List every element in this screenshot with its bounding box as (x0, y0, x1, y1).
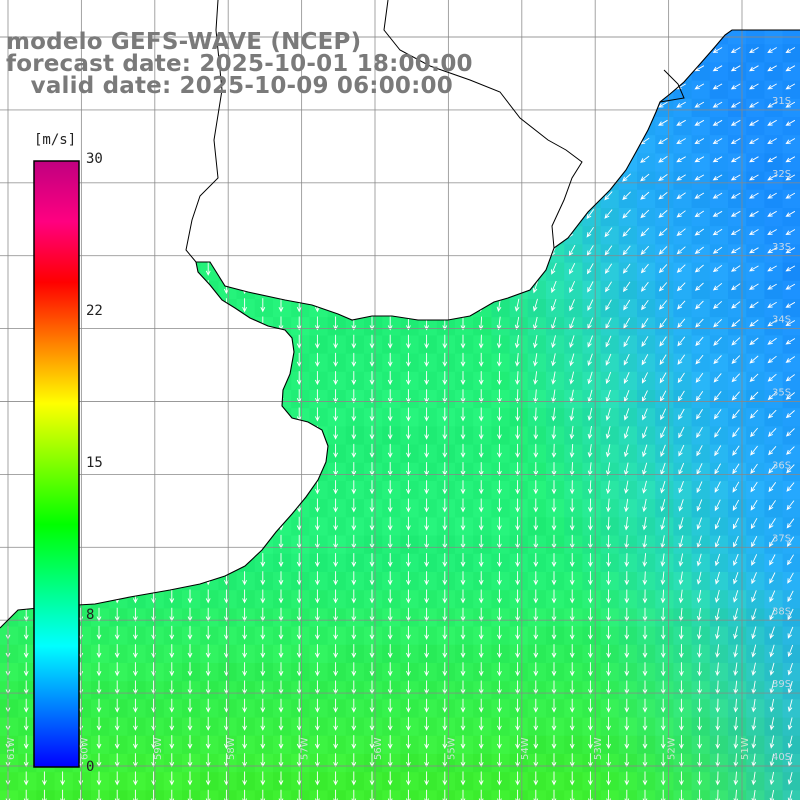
colorbar-gradient (33, 160, 80, 768)
lat-label: 39S (772, 679, 791, 690)
lon-label: 60W (79, 737, 90, 760)
title-model: modelo GEFS-WAVE (NCEP) (6, 29, 362, 55)
colorbar-tick-30: 30 (86, 151, 103, 167)
colorbar-tick-15: 15 (86, 455, 103, 471)
lon-label: 55W (446, 737, 457, 760)
lat-label: 34S (772, 315, 791, 326)
lat-label: 38S (772, 606, 791, 617)
colorbar-tick-8: 8 (86, 607, 95, 623)
lon-label: 53W (593, 737, 604, 760)
longitude-labels: 61W 60W 59W 58W 57W 56W 55W 54W 53W 52W 51W (6, 737, 751, 760)
lon-label: 59W (153, 737, 164, 760)
title-valid-date: valid date: 2025-10-09 06:00:00 (6, 73, 453, 99)
lat-label: 36S (772, 461, 791, 472)
lon-label: 52W (667, 737, 678, 760)
lon-label: 56W (373, 737, 384, 760)
coastline (0, 29, 800, 629)
lat-label: 32S (772, 169, 791, 180)
lat-label: 31S (772, 96, 791, 107)
lon-label: 61W (6, 737, 17, 760)
lon-label: 54W (520, 737, 531, 760)
colorbar (33, 160, 80, 768)
colorbar-unit: [m/s] (34, 132, 77, 148)
lat-label: 40S (772, 752, 791, 763)
latitude-labels: 31S32S33S34S35S36S37S38S39S40S41S (772, 96, 791, 763)
colorbar-tick-22: 22 (86, 303, 103, 319)
lat-label: 37S (772, 533, 791, 544)
lon-label: 51W (740, 737, 751, 760)
lon-label: 58W (226, 737, 237, 760)
title-forecast-date: forecast date: 2025-10-01 18:00:00 (6, 51, 473, 77)
lat-label: 33S (772, 242, 791, 253)
colorbar-tick-0: 0 (86, 759, 95, 775)
lat-label: 35S (772, 388, 791, 399)
country-border (185, 0, 685, 263)
lon-label: 57W (300, 737, 311, 760)
